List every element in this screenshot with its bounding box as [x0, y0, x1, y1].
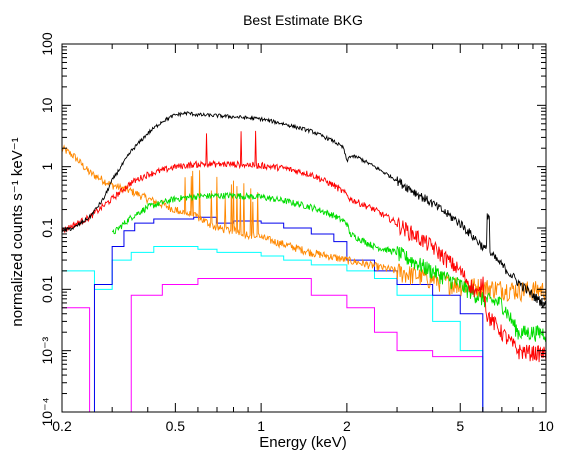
y-tick-label: 0.1	[39, 218, 55, 238]
series-line-2	[111, 191, 546, 343]
series-line-4	[62, 245, 546, 412]
axis-layer: 0.2 0.5 1 2 5 10 10⁻⁴ 10⁻³ 0.01 0.1 1 10 100	[39, 32, 554, 434]
series-layer	[62, 111, 546, 412]
series-line-1	[62, 130, 546, 363]
x-tick-label: 0.2	[52, 418, 72, 434]
series-line-3	[62, 216, 546, 412]
y-tick-label: 0.01	[39, 275, 55, 302]
y-tick-label: 1	[39, 163, 55, 171]
x-tick-label: 5	[456, 418, 464, 434]
x-tick-label: 0.5	[166, 418, 186, 434]
y-tick-label: 10⁻⁴	[39, 398, 55, 427]
x-tick-label: 1	[257, 418, 265, 434]
x-tick-label: 2	[343, 418, 351, 434]
y-tick-label: 100	[39, 32, 55, 56]
series-line-0	[62, 111, 546, 308]
x-tick-label: 10	[538, 418, 554, 434]
y-tick-label: 10⁻³	[39, 337, 55, 365]
x-axis-label: Energy (keV)	[259, 434, 347, 451]
series-line-5	[62, 278, 546, 412]
y-tick-label: 10	[39, 97, 55, 113]
y-axis-label: normalized counts s⁻¹ keV⁻¹	[9, 137, 26, 326]
chart-title: Best Estimate BKG	[243, 12, 363, 28]
